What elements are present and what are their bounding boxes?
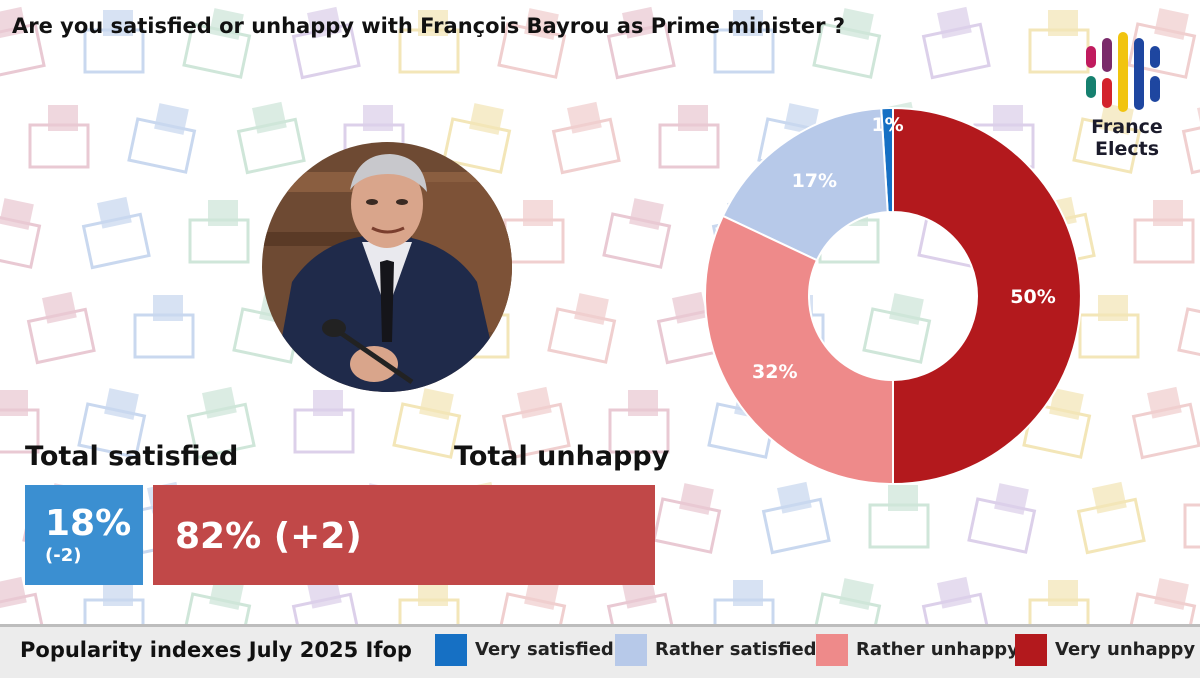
ballot-box-decoration — [1133, 200, 1195, 264]
ballot-box-decoration — [293, 390, 355, 454]
ballot-box-decoration — [1131, 386, 1200, 460]
total-satisfied-box: 18% (-2) — [25, 485, 143, 585]
slice-very-unhappy — [892, 106, 1082, 486]
total-unhappy-label: Total unhappy — [454, 441, 670, 472]
label-very-unhappy: 50% — [1010, 286, 1055, 308]
total-satisfied-value: 18% — [45, 503, 132, 544]
ballot-box-decoration — [551, 101, 621, 175]
ballot-box-decoration — [236, 101, 306, 175]
slice-rather-unhappy — [704, 214, 894, 486]
ballot-box-decoration — [761, 481, 831, 555]
france-elects-logo: France Elects — [1082, 28, 1172, 163]
ballot-box-decoration — [608, 390, 670, 454]
ballot-box-decoration — [1028, 10, 1090, 74]
label-very-satisfied: 1% — [871, 114, 903, 136]
ballot-box-decoration — [652, 483, 722, 554]
logo-text-france: France — [1091, 116, 1163, 138]
legend-label-rather-satisfied: Rather satisfied — [655, 639, 817, 660]
ballot-box-decoration — [77, 388, 147, 459]
chart-title: Are you satisfied or unhappy with Franço… — [12, 14, 846, 38]
ballot-box-decoration — [398, 10, 460, 74]
ballot-box-decoration — [186, 386, 256, 460]
ballot-box-decoration — [83, 10, 145, 74]
ballot-box-decoration — [1127, 8, 1197, 79]
ballot-box-decoration — [127, 103, 197, 174]
legend-swatch-rather-unhappy — [816, 634, 848, 666]
logo-bars-icon — [1086, 32, 1160, 112]
label-rather-unhappy: 32% — [752, 361, 797, 383]
ballot-box-decoration — [503, 200, 565, 264]
ballot-box-decoration — [921, 6, 991, 80]
ballot-box-decoration — [547, 293, 617, 364]
ballot-box-decoration — [812, 8, 882, 79]
ballot-box-decoration — [658, 105, 720, 169]
ballot-box-decoration — [392, 388, 462, 459]
ballot-box-decoration — [133, 295, 195, 359]
ballot-box-decoration — [862, 293, 932, 364]
ballot-box-decoration — [182, 8, 252, 79]
legend-swatch-very-unhappy — [1015, 634, 1047, 666]
footer-bar: Popularity indexes July 2025 Ifop Very s… — [0, 624, 1200, 678]
ballot-box-decoration — [188, 200, 250, 264]
ballot-box-decoration — [81, 196, 151, 270]
ballot-box-decoration — [0, 390, 40, 454]
ballot-box-decoration — [1076, 481, 1146, 555]
ballot-box-decoration — [28, 105, 90, 169]
ballot-box-decoration — [868, 485, 930, 549]
ballot-box-decoration — [1181, 101, 1200, 175]
total-unhappy-box: 82% (+2) — [153, 485, 655, 585]
total-satisfied-label: Total satisfied — [25, 441, 239, 472]
ballot-box-decoration — [501, 386, 571, 460]
source-caption: Popularity indexes July 2025 Ifop — [20, 638, 412, 662]
donut-chart: 1% 17% 32% 50% — [704, 106, 1082, 486]
ballot-box-decoration — [0, 198, 42, 269]
legend-label-very-satisfied: Very satisfied — [475, 639, 614, 660]
ballot-box-decoration — [967, 483, 1037, 554]
ballot-box-decoration — [713, 10, 775, 74]
francois-bayrou-portrait — [262, 142, 512, 392]
ballot-box-decoration — [442, 103, 512, 174]
label-rather-satisfied: 17% — [792, 170, 837, 192]
logo-text-elects: Elects — [1094, 138, 1160, 160]
ballot-box-decoration — [497, 8, 567, 79]
legend-swatch-very-satisfied — [435, 634, 467, 666]
ballot-box-decoration — [1183, 503, 1200, 549]
legend-label-very-unhappy: Very unhappy — [1055, 639, 1196, 660]
ballot-box-decoration — [291, 6, 361, 80]
slice-rather-satisfied — [721, 107, 889, 262]
ballot-box-decoration — [606, 6, 676, 80]
ballot-box-decoration — [1177, 307, 1200, 364]
ballot-box-decoration — [602, 198, 672, 269]
ballot-box-decoration — [26, 291, 96, 365]
ballot-box-decoration — [1078, 295, 1140, 359]
legend-swatch-rather-satisfied — [615, 634, 647, 666]
total-satisfied-change: (-2) — [45, 545, 82, 566]
total-unhappy-value: 82% (+2) — [175, 516, 362, 557]
ballot-box-decoration — [0, 6, 46, 80]
legend-label-rather-unhappy: Rather unhappy — [856, 639, 1019, 660]
